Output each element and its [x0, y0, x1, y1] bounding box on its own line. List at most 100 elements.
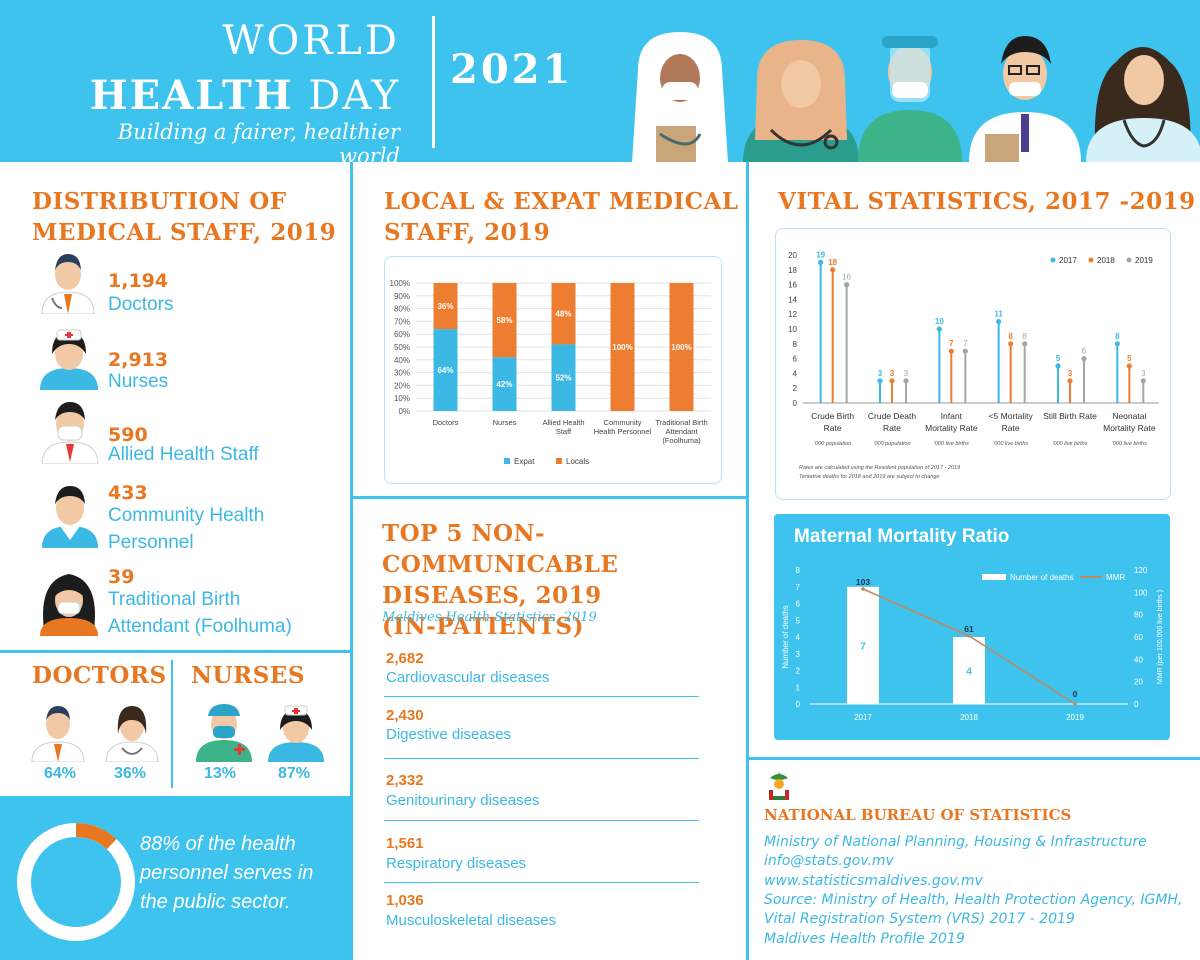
point-value-label: 7: [949, 339, 954, 348]
lollipop-point: [1114, 341, 1120, 347]
chart-note: Rates are calculated using the Resident …: [799, 465, 960, 471]
nbs-email[interactable]: info@stats.gov.mv: [764, 853, 894, 869]
public-sector-donut: [17, 823, 135, 941]
x-category-label: 2018: [960, 713, 978, 722]
ncd-separator: [384, 696, 699, 697]
y-tick-label: 60%: [394, 330, 410, 339]
lollipop-point: [889, 378, 895, 384]
donut-track: [17, 823, 135, 941]
ncd-separator: [384, 820, 699, 821]
x-category-label: (Foolhuma): [662, 436, 701, 445]
title-world: WORLD: [222, 18, 400, 64]
y-tick-label: 90%: [394, 292, 410, 301]
bar-expat: [551, 344, 576, 411]
allied-staff-label: Allied Health Staff: [108, 444, 259, 465]
nbs-source-2: Vital Registration System (VRS) 2017 - 2…: [764, 911, 1075, 927]
y-left-tick-label: 4: [796, 633, 801, 642]
y-right-tick-label: 0: [1134, 700, 1139, 709]
x-category-label: Mortality Rate: [1103, 423, 1156, 433]
y-left-tick-label: 6: [796, 600, 801, 609]
y-right-tick-label: 60: [1134, 633, 1143, 642]
point-value-label: 3: [1141, 369, 1146, 378]
nbs-ministry: Ministry of National Planning, Housing &…: [764, 834, 1147, 850]
y-tick-label: 10: [788, 325, 797, 334]
y-tick-label: 2: [793, 384, 798, 393]
community-health-label-2: Personnel: [108, 532, 194, 553]
local-expat-title: LOCAL & EXPAT MEDICAL STAFF, 2019: [384, 188, 739, 246]
point-value-label: 6: [1082, 347, 1087, 356]
legend-dot: [1088, 257, 1094, 263]
nbs-website[interactable]: www.statisticsmaldives.gov.mv: [764, 873, 983, 889]
point-value-label: 8: [1022, 332, 1027, 341]
male-nurse-icon: [196, 704, 252, 762]
nurse-icon: [40, 329, 98, 390]
ncd-value-2: 2,430: [386, 707, 424, 724]
y-tick-label: 18: [788, 266, 797, 275]
x-category-label: Attendant: [665, 427, 698, 436]
x-category-label: Crude Birth: [811, 411, 854, 421]
x-category-label: Neonatal: [1112, 411, 1146, 421]
doctors-count: 1,194: [108, 270, 169, 292]
ncd-label-1: Cardiovascular diseases: [386, 669, 550, 686]
bar-value-label: 58%: [496, 316, 512, 325]
y-right-tick-label: 40: [1134, 655, 1143, 664]
lollipop-point: [818, 259, 824, 265]
ncd-value-4: 1,561: [386, 835, 424, 852]
point-value-label: 3: [1068, 369, 1073, 378]
y-left-tick-label: 5: [796, 616, 801, 625]
y-tick-label: 14: [788, 295, 797, 304]
birth-attendant-label-2: Attendant (Foolhuma): [108, 616, 292, 637]
x-category-label: Health Personnel: [594, 427, 652, 436]
bar-value-label: 100%: [671, 343, 691, 352]
allied-staff-count: 590: [108, 424, 148, 446]
ncd-value-5: 1,036: [386, 892, 424, 909]
mmr-point: [861, 587, 865, 591]
lollipop-point: [1126, 363, 1132, 369]
y-left-axis-label: Number of deaths: [781, 605, 790, 669]
nurses-male-percent: 13%: [204, 765, 237, 782]
y-tick-label: 6: [793, 355, 798, 364]
legend-swatch: [556, 458, 562, 464]
birth-attendant-label-1: Traditional Birth: [108, 589, 241, 610]
y-tick-label: 16: [788, 281, 797, 290]
title-health-day: HEALTH DAY: [60, 72, 400, 119]
nbs-source-1: Source: Ministry of Health, Health Prote…: [764, 892, 1183, 908]
doctors-female-percent: 36%: [114, 765, 147, 782]
header-divider: [432, 16, 435, 148]
x-unit-label: '000 live births: [1112, 441, 1147, 447]
grid-divider: [350, 162, 353, 960]
y-left-tick-label: 0: [796, 700, 801, 709]
bar-expat: [433, 329, 458, 411]
lollipop-point: [830, 267, 836, 273]
y-tick-label: 12: [788, 310, 797, 319]
lollipop-point: [844, 282, 850, 288]
x-category-label: Nurses: [493, 418, 517, 427]
grid-divider: [746, 162, 749, 960]
legend-dot: [1126, 257, 1132, 263]
y-left-tick-label: 1: [796, 683, 801, 692]
x-category-label: Still Birth Rate: [1043, 411, 1097, 421]
birth-attendant-count: 39: [108, 566, 135, 588]
female-nurse-icon: [268, 705, 324, 762]
community-health-label-1: Community Health: [108, 505, 265, 526]
bar-value-label: 42%: [496, 380, 512, 389]
point-value-label: 16: [842, 273, 851, 282]
bar-value-label: 52%: [555, 374, 571, 383]
legend-line-label: MMR: [1106, 573, 1125, 582]
y-right-tick-label: 100: [1134, 588, 1148, 597]
x-category-label: Mortality Rate: [925, 423, 978, 433]
legend-dot: [1050, 257, 1056, 263]
birth-attendant-icon: [40, 574, 98, 636]
worker-2-icon: [743, 40, 859, 162]
ncd-label-3: Genitourinary diseases: [386, 792, 540, 809]
grid-divider: [353, 496, 746, 499]
bar-value-label: 100%: [612, 343, 632, 352]
mmr-point: [1073, 702, 1077, 706]
x-unit-label: '000 live births: [993, 441, 1028, 447]
x-category-label: Rate: [883, 423, 901, 433]
mmr-title: Maternal Mortality Ratio: [794, 526, 1010, 547]
worker-3-icon: [858, 36, 962, 162]
y-tick-label: 4: [793, 369, 798, 378]
point-value-label: 5: [1056, 354, 1061, 363]
lollipop-point: [962, 348, 968, 354]
